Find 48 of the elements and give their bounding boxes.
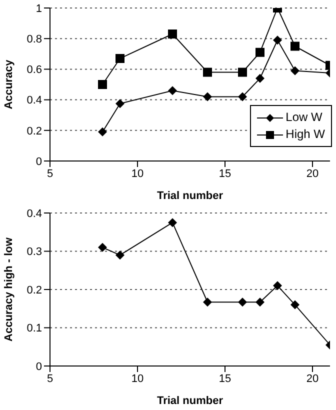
point [168,218,177,228]
point [290,300,300,310]
point [116,99,124,108]
point [168,30,177,39]
x-axis-title: Trial number [156,190,224,202]
x-tick-label: 20 [306,372,319,385]
x-tick-label: 5 [46,168,54,180]
y-tick-label: 0.2 [26,284,42,296]
point [203,92,212,102]
point [238,92,247,102]
y-axis-title: Accuracy [2,58,15,110]
point [238,68,247,77]
y-tick-label: 0.4 [26,208,42,220]
x-tick-label: 15 [218,168,232,180]
point [273,36,282,45]
point [116,54,124,63]
x-tick-label: 15 [218,372,232,385]
legend-label: Low W [286,109,322,126]
point [203,68,212,77]
point [98,127,107,136]
x-tick-label: 10 [131,372,144,385]
y-tick-label: 1 [36,2,42,15]
y-tick-label: 0.1 [26,322,42,335]
y-tick-label: 0.2 [26,125,42,138]
y-tick-label: 0 [36,156,42,168]
y-axis-title: Accuracy high - low [2,237,15,342]
point [98,80,107,89]
point [256,74,264,83]
point [256,298,264,307]
legend-label: High W [286,126,325,143]
x-axis-title: Trial number [156,395,224,407]
x-tick-label: 5 [46,372,54,385]
point [116,250,124,260]
point [168,86,177,96]
point [290,66,300,76]
x-tick-label: 20 [306,168,319,180]
y-tick-label: 0.8 [26,34,42,46]
y-tick-label: 0.4 [26,94,42,107]
point [203,298,212,307]
point [98,242,107,252]
point [256,48,264,57]
point [290,42,300,51]
point [273,281,282,290]
y-tick-label: 0 [36,360,42,373]
y-tick-label: 0.3 [26,246,42,258]
x-tick-label: 10 [131,168,144,180]
point [238,298,247,307]
y-tick-label: 0.6 [26,64,42,76]
